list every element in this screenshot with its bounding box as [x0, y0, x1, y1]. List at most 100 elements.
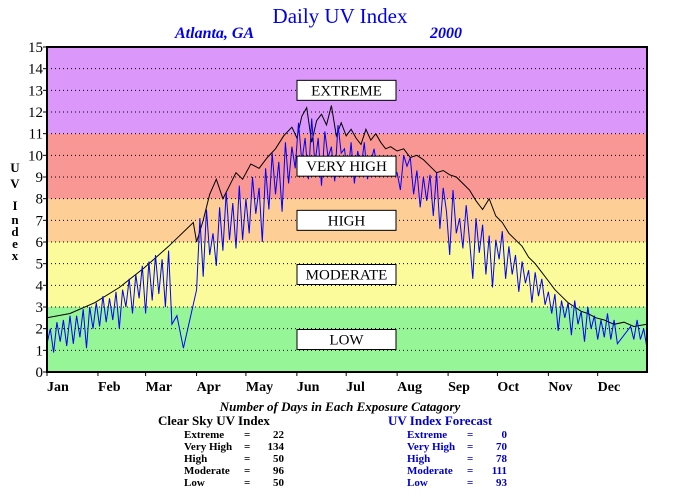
summary-row-sep: = — [244, 429, 251, 441]
x-tick-label: Jul — [346, 380, 365, 395]
y-tick-label: 10 — [28, 148, 43, 164]
summary-row-sep: = — [467, 453, 474, 465]
x-tick-label: Apr — [197, 380, 221, 395]
x-tick-label: Dec — [598, 380, 621, 395]
summary-row-sep: = — [244, 477, 251, 489]
summary-row: Extreme = 22 — [184, 430, 284, 441]
summary-row-sep: = — [244, 465, 251, 477]
summary-row-sep: = — [244, 453, 251, 465]
summary-row-value: 70 — [496, 441, 507, 453]
summary-row-value: 111 — [491, 465, 507, 477]
summary-row-label: Low — [184, 477, 205, 489]
y-tick-label: 3 — [36, 300, 44, 316]
summary-row-label: Low — [407, 477, 428, 489]
y-tick-label: 9 — [36, 170, 44, 186]
band-label-box — [296, 264, 397, 285]
summary-row-label: High — [407, 453, 431, 465]
clear-sky-line — [46, 105, 648, 328]
forecast-line — [46, 118, 648, 353]
summary-row: Extreme = 0 — [407, 430, 507, 441]
y-axis-label-i: I — [12, 198, 18, 213]
x-tick-label: Jan — [47, 380, 69, 395]
summary-row-label: Extreme — [407, 429, 448, 441]
x-tick-label: Mar — [146, 380, 172, 395]
y-tick-label: 12 — [28, 105, 43, 121]
band-label-text: LOW — [329, 333, 364, 349]
summary-row: High = 78 — [407, 454, 507, 465]
x-tick-label: Oct — [497, 380, 519, 395]
band-label-box — [296, 79, 397, 101]
x-tick-label: Nov — [548, 380, 572, 395]
chart-title: Daily UV Index — [272, 4, 408, 28]
summary-row-label: Extreme — [184, 429, 225, 441]
y-axis-label-x: x — [11, 248, 19, 263]
band-label-text: VERY HIGH — [306, 159, 387, 175]
y-tick-label: 5 — [36, 257, 44, 273]
y-tick-label: 1 — [36, 343, 44, 359]
y-tick-label: 15 — [28, 40, 43, 56]
summary-row-sep: = — [467, 441, 474, 453]
y-axis-label-u: U — [10, 160, 20, 175]
summary-row-value: 96 — [273, 465, 284, 477]
summary-row-value: 50 — [273, 453, 284, 465]
summary-row-label: Moderate — [407, 465, 453, 477]
y-tick-label: 14 — [28, 62, 44, 78]
summary-row-sep: = — [467, 477, 474, 489]
summary-row-value: 78 — [496, 453, 507, 465]
summary-row-value: 93 — [496, 477, 507, 489]
y-axis-label-d: d — [11, 224, 19, 239]
summary-row: Moderate = 111 — [407, 466, 507, 477]
summary-caption: Number of Days in Each Exposure Catagory — [219, 399, 461, 414]
summary-row: Low = 93 — [407, 478, 507, 489]
summary-row: Very High = 134 — [184, 442, 284, 453]
summary-row: Low = 50 — [184, 478, 284, 489]
y-tick-label: 0 — [36, 365, 44, 381]
forecast-summary-heading: UV Index Forecast — [388, 413, 493, 428]
y-axis-label-n: n — [11, 212, 19, 227]
summary-row-value: 50 — [273, 477, 284, 489]
summary-row: Very High = 70 — [407, 442, 507, 453]
band-label-box — [296, 209, 397, 231]
summary-row-value: 134 — [267, 441, 285, 453]
band-label-text: EXTREME — [311, 83, 382, 99]
y-tick-label: 7 — [36, 213, 44, 229]
plot-frame — [46, 46, 648, 373]
y-axis-label-e: e — [12, 236, 18, 251]
x-tick-label: May — [246, 380, 273, 395]
x-tick-label: Jun — [297, 380, 320, 395]
summary-row-sep: = — [244, 441, 251, 453]
summary-row-label: High — [184, 453, 208, 465]
summary-row-sep: = — [467, 429, 474, 441]
y-tick-label: 2 — [36, 322, 44, 338]
band-label-high: HIGH — [296, 209, 397, 231]
y-tick-label: 13 — [28, 83, 43, 99]
y-tick-label: 11 — [29, 127, 43, 143]
band-label-text: HIGH — [328, 213, 366, 229]
band-label-low: LOW — [296, 329, 397, 350]
y-tick-label: 4 — [36, 278, 44, 294]
location-subtitle: Atlanta, GA — [175, 25, 255, 42]
summary-row-value: 0 — [501, 429, 508, 441]
y-tick-label: 8 — [36, 192, 44, 208]
summary-row-value: 22 — [273, 429, 284, 441]
summary-row-label: Very High — [184, 441, 233, 453]
band-label-box — [296, 329, 397, 350]
summary-row: Moderate = 96 — [184, 466, 284, 477]
summary-row-sep: = — [467, 465, 474, 477]
summary-row: High = 50 — [184, 454, 284, 465]
summary-row-label: Very High — [407, 441, 456, 453]
y-tick-label: 6 — [36, 235, 44, 251]
y-axis-label-v: V — [10, 176, 20, 191]
band-label-moderate: MODERATE — [296, 264, 397, 285]
summary-row-label: Moderate — [184, 465, 230, 477]
band-label-text: MODERATE — [306, 268, 388, 284]
clear-sky-summary-heading: Clear Sky UV Index — [158, 413, 270, 428]
band-label-box — [296, 155, 397, 177]
year-subtitle: 2000 — [430, 25, 462, 42]
band-label-extreme: EXTREME — [296, 79, 397, 101]
x-tick-label: Aug — [397, 380, 422, 395]
x-tick-label: Sep — [448, 380, 470, 395]
band-label-very-high: VERY HIGH — [296, 155, 397, 177]
x-tick-label: Feb — [98, 380, 121, 395]
